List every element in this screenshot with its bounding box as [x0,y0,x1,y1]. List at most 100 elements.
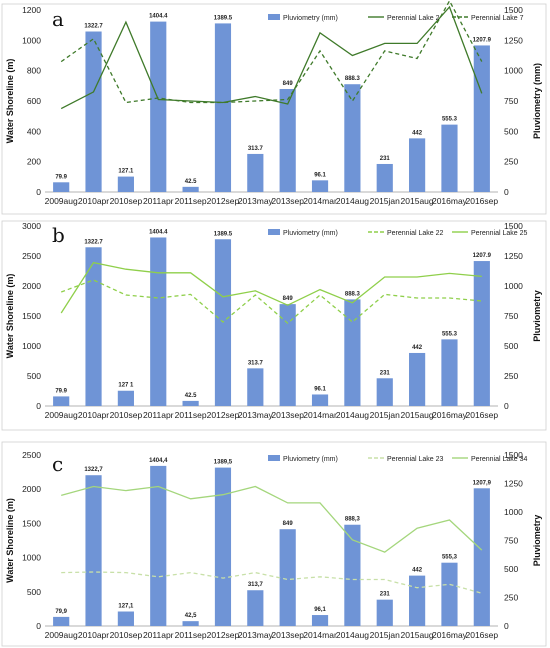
bar-2015jan [376,599,393,626]
x-tick-label: 2014aug [336,630,369,640]
x-tick-label: 2013may [238,410,274,420]
y-right-tick-label: 250 [504,593,518,603]
bar-data-label: 313.7 [248,146,264,152]
bar-data-label: 555.3 [442,117,458,123]
x-tick-label: 2010sep [110,196,143,206]
y-right-tick-label: 0 [504,187,509,197]
legend-label: Pluviometry (mm) [283,456,338,463]
series-line-perennial-lake-34 [61,485,483,553]
x-tick-label: 2014aug [336,410,369,420]
bar-2013may [247,368,264,406]
y-axis-label: Water Shoreline (m) [5,274,15,359]
bar-2011sep [182,186,199,192]
x-tick-label: 2016may [432,410,468,420]
bar-data-label: 1389.5 [214,231,233,237]
y-right-tick-label: 250 [504,157,518,167]
x-tick-label: 2013sep [271,630,304,640]
panel-c: c 0 500 1000 1500 2000 2500 0 250 500 750 1000 1250 1… [1,441,547,647]
x-tick-label: 2016sep [466,196,499,206]
bar-data-label: 849 [283,296,294,302]
x-tick-label: 2014mar [303,196,337,206]
panel-frame [1,441,547,647]
panel-a: a 0 200 400 600 800 1000 1200 0 250 500 750 1000 1250… [1,0,547,215]
bar-data-label: 442 [412,568,423,574]
bar-data-label: 888,3 [345,517,361,523]
series-line-perennial-lake-22 [60,279,482,325]
bar-2011apr [150,21,167,192]
bar-2011sep [182,621,199,626]
y-right-tick-label: 1250 [504,479,523,489]
legend-label: Perennial Lake 25 [471,230,528,237]
bar-data-label: 849 [283,521,294,527]
bar-2015jan [376,163,393,192]
x-tick-label: 2012sep [207,630,240,640]
y-right-tick-label: 500 [504,126,518,136]
x-tick-label: 2014aug [336,196,369,206]
bar-2014mar [311,394,329,406]
y-tick-label: 1000 [22,341,41,351]
x-tick-label: 2015jan [370,630,401,640]
bar-data-label: 555,3 [442,555,458,561]
bar-2013sep [279,304,296,406]
bar-data-label: 1389,5 [214,460,233,466]
y-tick-label: 1200 [22,5,41,15]
legend-label: Perennial Lake 2 [387,15,440,22]
bar-data-label: 231 [380,592,391,598]
x-tick-label: 2011sep [175,410,207,420]
bar-2012sep [214,23,232,192]
x-tick-label: 2015aug [401,410,434,420]
legend-swatch-pluviometry [268,229,280,235]
bar-2013sep [279,88,296,192]
y-right-tick-label: 0 [504,401,509,411]
bar-2013sep [279,529,296,626]
y-tick-label: 2000 [22,281,41,291]
legend-label: Perennial Lake 22 [387,230,444,237]
bar-2013may [247,590,264,626]
bar-data-label: 849 [283,81,294,87]
x-tick-label: 2009aug [45,630,78,640]
legend-swatch-pluviometry [268,14,280,20]
y-tick-label: 500 [27,587,41,597]
bar-data-label: 1322,7 [84,467,103,473]
bar-data-label: 313.7 [248,360,264,366]
bar-2016may [441,339,458,406]
y-tick-label: 400 [27,126,41,136]
bar-2016sep [473,261,490,406]
panel-frame [1,220,547,431]
bar-2011apr [150,237,167,406]
bar-2014mar [311,615,329,626]
bar-data-label: 127,1 [118,604,134,610]
x-tick-label: 2011apr [143,410,174,420]
bar-data-label: 442 [412,345,423,351]
y-tick-label: 3000 [22,221,41,231]
legend-label: Perennial Lake 7 [471,15,524,22]
y-tick-label: 600 [27,96,41,106]
x-tick-label: 2015jan [370,410,401,420]
bar-2009aug [53,396,70,406]
x-tick-label: 2009aug [45,410,78,420]
bar-2009aug [53,182,70,192]
bar-data-label: 96,1 [314,607,326,613]
x-tick-label: 2016may [432,196,468,206]
bar-2015jan [376,378,393,406]
y-tick-label: 1500 [22,518,41,528]
bar-2014aug [344,299,361,406]
bar-data-label: 42,5 [185,613,197,619]
panel-frame [1,3,547,215]
y-right-tick-label: 250 [504,371,518,381]
bar-2011sep [182,400,199,406]
bar-data-label: 79,9 [55,609,67,615]
bar-2010sep [117,390,134,406]
y-right-tick-label: 500 [504,341,518,351]
x-tick-label: 2011sep [175,196,207,206]
bar-data-label: 127 1 [118,383,134,389]
y-right-tick-label: 1500 [504,450,523,460]
bar-2009aug [53,616,70,626]
y-right-tick-label: 0 [504,621,509,631]
legend-label: Pluviometry (mm) [283,230,338,237]
y-right-tick-label: 500 [504,564,518,574]
y-tick-label: 2500 [22,251,41,261]
x-tick-label: 2011apr [143,196,174,206]
x-tick-label: 2010sep [110,630,143,640]
bar-2010sep [117,611,134,626]
